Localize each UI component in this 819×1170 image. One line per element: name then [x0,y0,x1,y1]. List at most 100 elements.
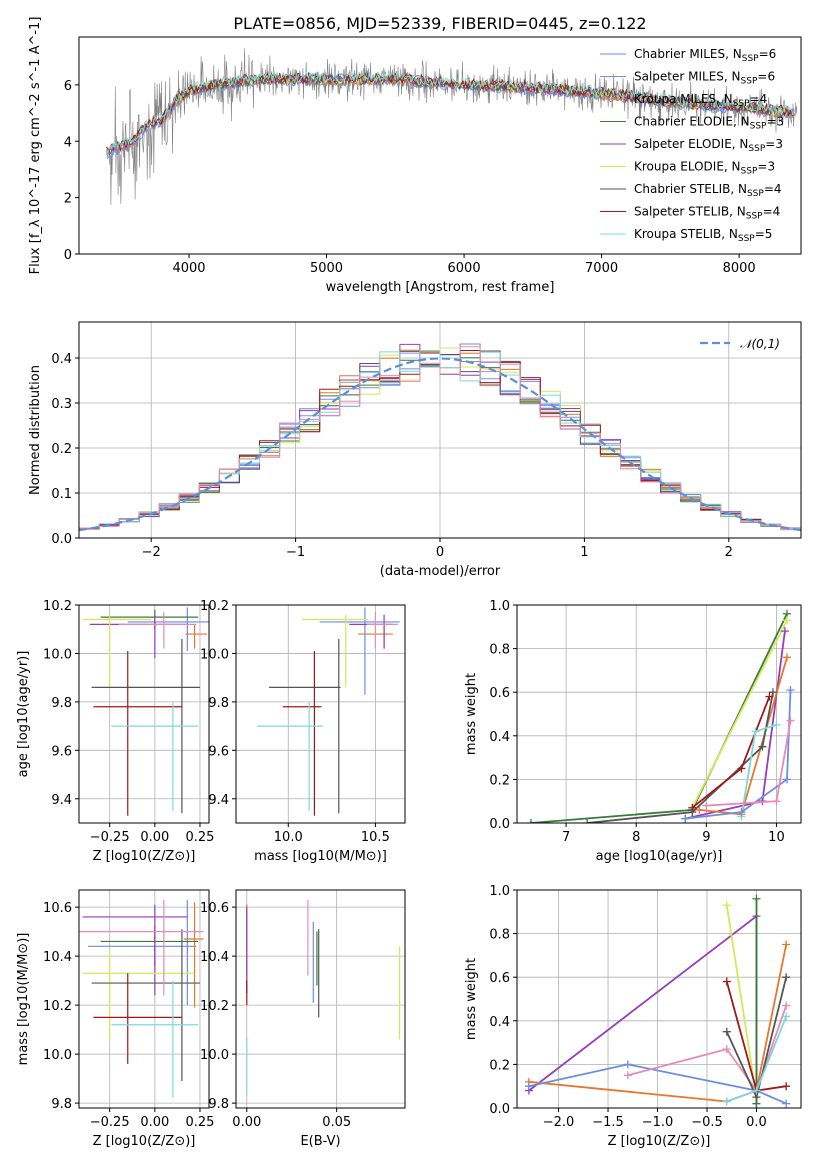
errorbar-point [256,701,324,811]
y-tick-label: 1.0 [489,884,510,899]
legend-text: Kroupa STELIB, N [634,227,738,241]
y-tick-label: 9.8 [208,1097,229,1112]
errorbar-point [93,651,182,816]
figure-title: PLATE=0856, MJD=52339, FIBERID=0445, z=0… [233,14,646,33]
legend-sub: SSP [746,212,763,222]
weight-marker [737,808,746,817]
axes-frame [78,604,210,824]
legend-entry: 𝒩(0,1) [740,337,780,351]
model-spectrum-chabrier-stelib [106,71,795,156]
weight-marker [702,801,711,810]
x-tick-label: 7000 [585,261,618,276]
y-axis-label: mass weight [464,958,479,1040]
y-tick-label: 0.2 [489,773,510,788]
y-tick-label: 0.8 [489,928,510,943]
weight-marker [722,977,731,986]
y-tick-label: 10.6 [43,901,72,916]
errorbar-point [111,980,199,1099]
y-tick-label: 9.4 [208,793,229,808]
y-tick-label: 9.8 [51,1097,72,1112]
legend-tail: =3 [765,137,783,151]
y-tick-label: 0.4 [489,730,510,745]
weight-marker [782,940,791,949]
panel-4: 7 8 9 10 0.0 0.2 0.4 0.6 0.8 1.0 age [log10(age/yr… [464,599,802,864]
y-tick-label: 10.0 [200,647,229,662]
errorbar-point [302,614,369,688]
legend-entry: Salpeter STELIB, NSSP=4 [634,205,780,222]
weight-marker [758,742,767,751]
y-tick-label: 0.0 [489,1102,510,1117]
model-spectrum-salpeter-stelib [106,71,795,154]
weight-marker [786,716,795,725]
plot-area [79,343,801,538]
panel-6: 0.00 0.05 9.8 10.0 10.2 10.4 10.6 E(B-V) [200,889,406,1149]
legend-sub: SSP [742,54,759,64]
errorbar-point [91,929,200,1082]
histogram-kroupa-stelib [79,350,801,538]
panel-5: −0.25 0.00 0.25 9.8 10.0 10.2 10.4 10.6 Z [log10… [16,889,214,1149]
errorbar-point [283,651,322,816]
legend-text: Chabrier STELIB, N [634,182,747,196]
x-tick-label: 4000 [172,261,205,276]
errorbar-point [88,899,197,1006]
x-tick-label: 5000 [310,261,343,276]
weight-marker [722,1045,731,1054]
x-tick-label: −0.25 [90,830,130,845]
legend-text: Chabrier MILES, N [634,47,742,61]
x-tick-label: 2 [725,545,733,560]
x-axis-label: Z [log10(Z/Z⊙)] [608,1134,711,1149]
x-axis-label: E(B-V) [300,1134,340,1149]
legend-sub: SSP [741,77,758,87]
errorbar-point [366,612,399,649]
x-tick-label: 10.5 [361,830,390,845]
y-axis-label: mass [log10(M/M⊙)] [16,933,31,1066]
legend-entry: Kroupa ELODIE, NSSP=3 [634,160,775,177]
x-axis-label: wavelength [Angstrom, rest frame] [326,280,555,295]
weight-marker [722,1027,731,1036]
x-tick-label: 0 [436,545,444,560]
y-tick-label: 10.2 [200,999,229,1014]
weight-marker [782,1099,791,1108]
errorbar-point [89,614,188,659]
weight-marker [768,688,777,697]
plot-area [106,48,798,206]
y-tick-label: 10.2 [200,599,229,614]
legend-text: Salpeter ELODIE, N [634,137,748,151]
y-tick-label: 0.1 [51,487,72,502]
weight-marker [786,686,795,695]
x-axis-label: age [log10(age/yr)] [596,849,723,864]
weight-marker [782,616,791,625]
weight-marker [782,653,791,662]
weight-marker [782,1012,791,1021]
x-tick-label: 10.0 [274,830,303,845]
x-tick-label: −2.0 [543,1115,575,1130]
plot-area [527,609,795,823]
axes-frame [78,889,210,1109]
panel-2: −0.25 0.00 0.25 9.4 9.6 9.8 10.0 10.2 Z [log10(Z… [16,599,214,864]
legend-sub: SSP [733,99,750,109]
x-tick-label: −1.5 [592,1115,624,1130]
legend-text: Salpeter MILES, N [634,70,741,84]
axes-frame [78,36,802,255]
y-tick-label: 0.3 [51,397,72,412]
legend-tail: =3 [766,115,784,129]
x-tick-label: 0.00 [140,1115,169,1130]
weight-marker [782,1001,791,1010]
x-tick-label: 8000 [723,261,756,276]
legend-tail: =4 [750,92,768,106]
x-tick-label: 0.0 [746,1115,767,1130]
panel-1: −2 −1 0 1 2 0.0 0.1 0.2 0.3 0.4 (data-model)/error… [28,321,802,579]
x-tick-label: 6000 [448,261,481,276]
model-spectrum-kroupa-stelib [106,70,795,156]
x-tick-label: 0.05 [322,1115,351,1130]
y-tick-label: 10.4 [43,950,72,965]
legend-tail: =5 [755,227,773,241]
y-tick-label: 9.8 [51,696,72,711]
weight-marker [772,797,781,806]
errorbar-point [111,701,199,811]
axes-frame [516,604,802,824]
legend-entry: Chabrier ELODIE, NSSP=3 [634,115,784,132]
y-tick-label: 9.8 [208,696,229,711]
